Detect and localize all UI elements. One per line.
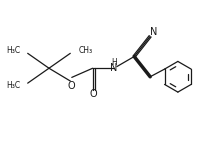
- Text: N: N: [110, 63, 118, 73]
- Text: CH₃: CH₃: [78, 46, 92, 55]
- Text: O: O: [68, 81, 75, 91]
- Text: H₃C: H₃C: [6, 46, 20, 55]
- Text: H₃C: H₃C: [6, 81, 20, 90]
- Text: N: N: [150, 27, 158, 37]
- Text: H: H: [111, 58, 117, 67]
- Text: O: O: [90, 89, 98, 99]
